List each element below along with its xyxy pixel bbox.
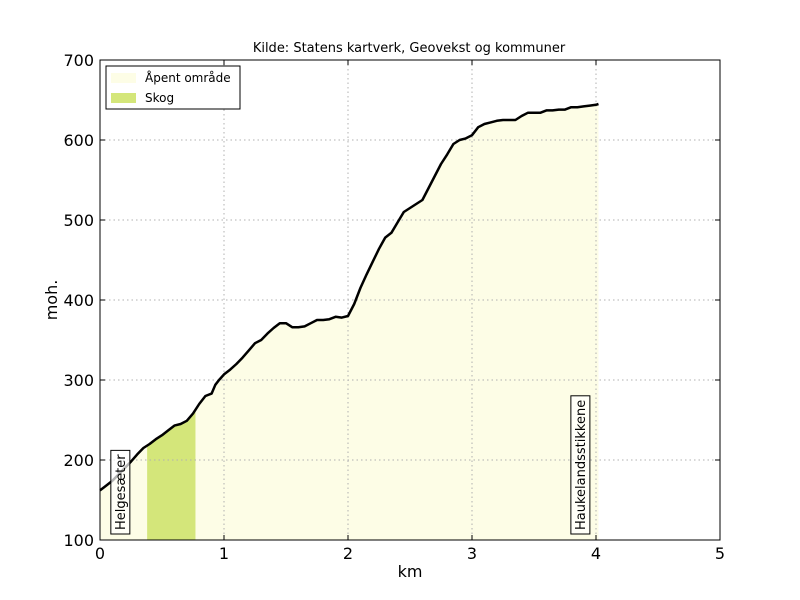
- annotation-0: Helgesæter: [110, 449, 131, 535]
- x-axis-ticks: 0 1 2 3 4 5: [95, 60, 725, 563]
- annotation-box-1: [570, 395, 591, 535]
- y-tick-label-1: 200: [63, 451, 94, 470]
- elevation-profile-line: [99, 102, 599, 492]
- x-axis-title: km: [398, 562, 423, 581]
- y-tick-label-5: 600: [63, 131, 94, 150]
- annotation-label-0: Helgesæter: [114, 454, 129, 530]
- x-tick-label-5: 5: [715, 544, 725, 563]
- y-tick-label-4: 500: [63, 211, 94, 230]
- y-tick-label-3: 400: [63, 291, 94, 310]
- y-tick-label-6: 700: [63, 51, 94, 70]
- x-tick-label-0: 0: [95, 544, 105, 563]
- annotation-1: Haukelandsstikkene: [570, 395, 591, 535]
- legend-swatch-0: [111, 73, 136, 83]
- x-tick-label-2: 2: [343, 544, 353, 563]
- annotation-label-1: Haukelandsstikkene: [574, 400, 589, 530]
- y-axis-ticks: 100 200 300 400 500 600 700: [63, 51, 720, 550]
- y-tick-label-2: 300: [63, 371, 94, 390]
- legend-swatch-1: [111, 93, 136, 103]
- x-tick-label-3: 3: [467, 544, 477, 563]
- region-2: [195, 104, 599, 540]
- gridlines: [100, 60, 720, 540]
- y-tick-label-0: 100: [63, 531, 94, 550]
- legend-label-1: Skog: [145, 91, 174, 105]
- x-tick-label-1: 1: [219, 544, 229, 563]
- place-annotations: Helgesæter Haukelandsstikkene: [110, 395, 591, 535]
- y-axis-title: moh.: [42, 280, 61, 321]
- chart-title: Kilde: Statens kartverk, Geovekst og kom…: [253, 41, 566, 56]
- legend-label-0: Åpent område: [145, 70, 231, 85]
- legend: Åpent område Skog: [105, 65, 241, 110]
- region-1: [147, 409, 196, 540]
- annotation-box-0: [110, 449, 131, 535]
- x-tick-label-4: 4: [591, 544, 601, 563]
